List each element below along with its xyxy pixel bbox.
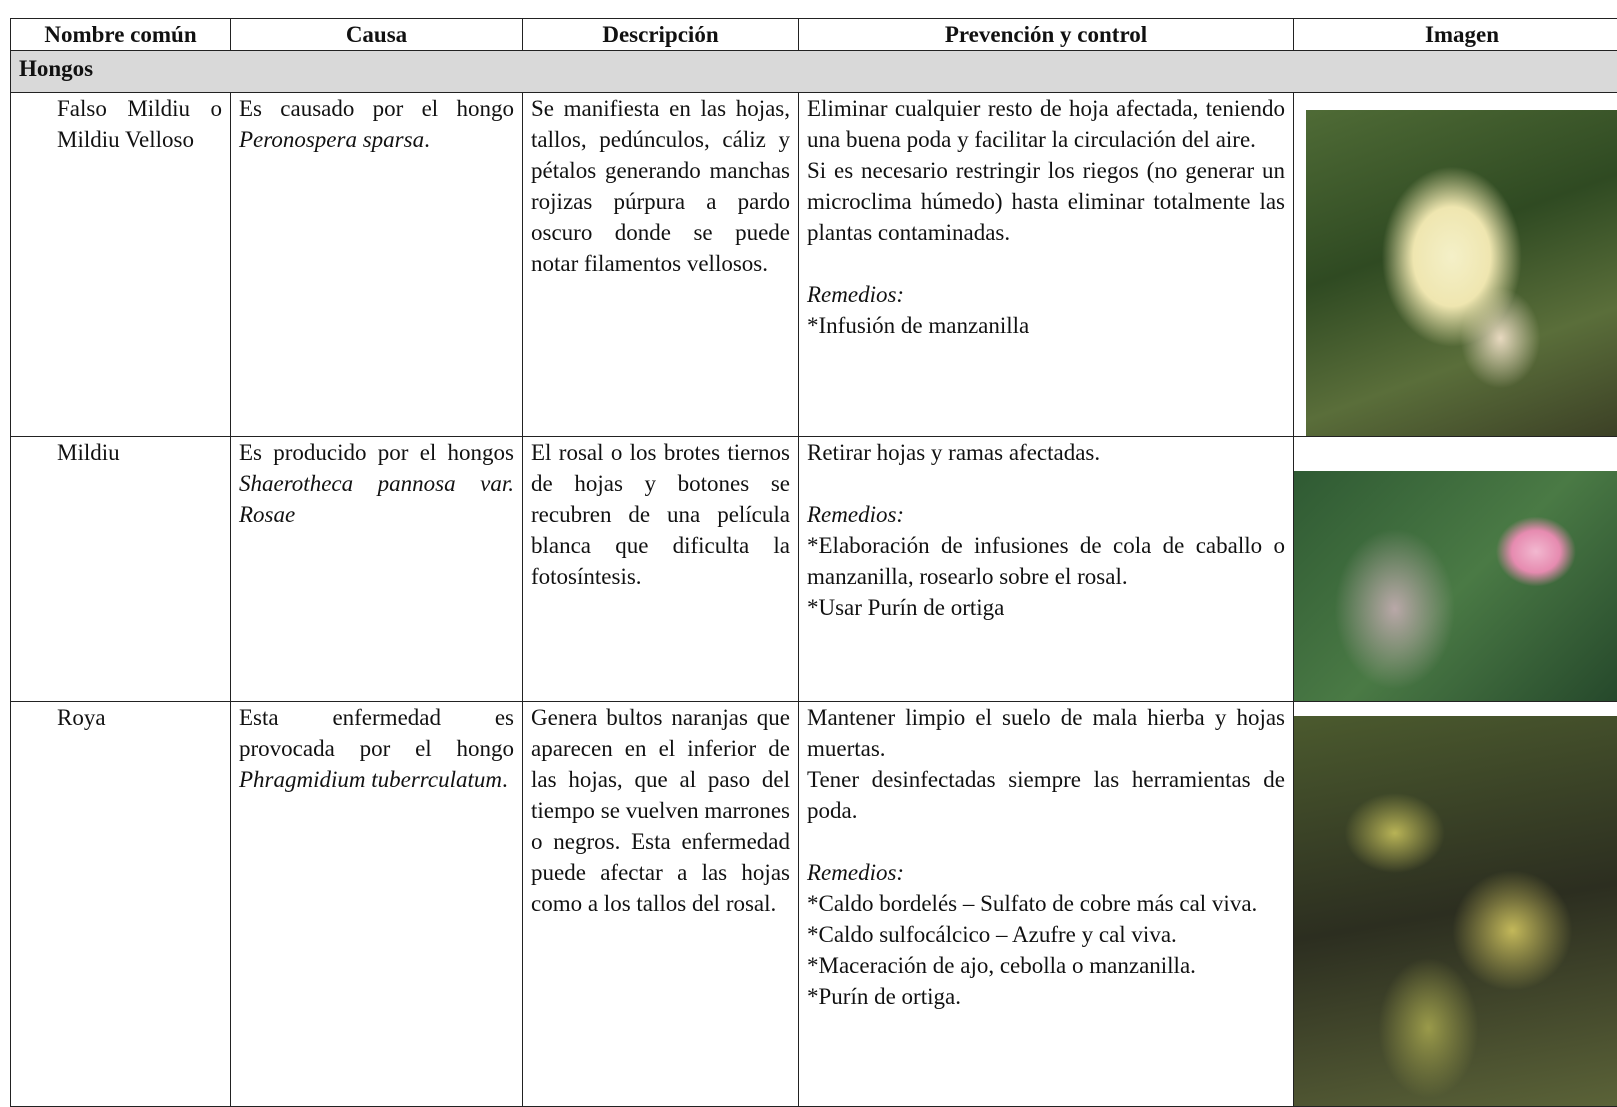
paragraph: Si es necesario restringir los riegos (n… <box>807 155 1285 248</box>
cause: Es causado por el hongo Peronospera spar… <box>231 93 523 437</box>
paragraph: *Elaboración de infusiones de cola de ca… <box>807 530 1285 592</box>
text-segment: *Infusión de manzanilla <box>807 313 1029 338</box>
photo <box>1294 471 1617 701</box>
prevention: Mantener limpio el suelo de mala hierba … <box>799 702 1294 1107</box>
common-name: Mildiu <box>11 437 231 702</box>
common-name: Roya <box>11 702 231 1107</box>
common-name: Falso Mildiu o Mildiu Velloso <box>11 93 231 437</box>
paragraph: Remedios: <box>807 857 1285 888</box>
column-header: Prevención y control <box>799 19 1294 51</box>
text-segment: Phragmidium tuberrculatum <box>239 767 502 792</box>
paragraph: *Purín de ortiga. <box>807 981 1285 1012</box>
text-segment: Peronospera sparsa <box>239 127 424 152</box>
paragraph: *Caldo bordelés – Sulfato de cobre más c… <box>807 888 1285 919</box>
text-segment: *Purín de ortiga. <box>807 984 961 1009</box>
paragraph: Remedios: <box>807 279 1285 310</box>
prevention: Eliminar cualquier resto de hoja afectad… <box>799 93 1294 437</box>
text-segment: Esta enfermedad es provocada por el hong… <box>239 705 514 761</box>
group-label: Hongos <box>11 51 1617 93</box>
description: El rosal o los brotes tiernos de hojas y… <box>523 437 799 702</box>
text-segment: Remedios: <box>807 502 904 527</box>
paragraph: *Usar Purín de ortiga <box>807 592 1285 623</box>
text-segment: . <box>424 127 430 152</box>
text-segment: Mantener limpio el suelo de mala hierba … <box>807 705 1285 761</box>
image-cell <box>1294 702 1617 1107</box>
paragraph: Mantener limpio el suelo de mala hierba … <box>807 702 1285 764</box>
image-cell <box>1294 437 1617 702</box>
text-segment: Tener desinfectadas siempre las herramie… <box>807 767 1285 823</box>
column-header: Imagen <box>1294 19 1617 51</box>
paragraph: *Infusión de manzanilla <box>807 310 1285 341</box>
column-header: Descripción <box>523 19 799 51</box>
paragraph: *Caldo sulfocálcico – Azufre y cal viva. <box>807 919 1285 950</box>
photo <box>1306 110 1617 436</box>
column-header: Causa <box>231 19 523 51</box>
group-row: Hongos <box>11 51 1617 93</box>
text-segment: *Caldo sulfocálcico – Azufre y cal viva. <box>807 922 1177 947</box>
cause: Es producido por el hongos Shaerotheca p… <box>231 437 523 702</box>
paragraph: Eliminar cualquier resto de hoja afectad… <box>807 93 1285 155</box>
text-segment: Si es necesario restringir los riegos (n… <box>807 158 1285 245</box>
column-header: Nombre común <box>11 19 231 51</box>
text-segment: *Maceración de ajo, cebolla o manzanilla… <box>807 953 1196 978</box>
paragraph: *Maceración de ajo, cebolla o manzanilla… <box>807 950 1285 981</box>
paragraph: Remedios: <box>807 499 1285 530</box>
text-segment: Retirar hojas y ramas afectadas. <box>807 440 1100 465</box>
text-segment: *Usar Purín de ortiga <box>807 595 1004 620</box>
text-segment: Es producido por el hongos <box>239 440 514 465</box>
text-segment: Es causado por el hongo <box>239 96 514 121</box>
text-segment: Remedios: <box>807 860 904 885</box>
text-segment: Eliminar cualquier resto de hoja afectad… <box>807 96 1285 152</box>
image-cell <box>1294 93 1617 437</box>
paragraph: Tener desinfectadas siempre las herramie… <box>807 764 1285 826</box>
text-segment: Shaerotheca pannosa var. Rosae <box>239 471 514 527</box>
text-segment: *Caldo bordelés – Sulfato de cobre más c… <box>807 891 1257 916</box>
paragraph: Retirar hojas y ramas afectadas. <box>807 437 1285 468</box>
photo <box>1294 716 1617 1106</box>
text-segment: Remedios: <box>807 282 904 307</box>
description: Genera bultos naranjas que aparecen en e… <box>523 702 799 1107</box>
cause: Esta enfermedad es provocada por el hong… <box>231 702 523 1107</box>
prevention: Retirar hojas y ramas afectadas. Remedios… <box>799 437 1294 702</box>
description: Se manifiesta en las hojas, tallos, pedú… <box>523 93 799 437</box>
text-segment: . <box>502 767 508 792</box>
text-segment: *Elaboración de infusiones de cola de ca… <box>807 533 1285 589</box>
